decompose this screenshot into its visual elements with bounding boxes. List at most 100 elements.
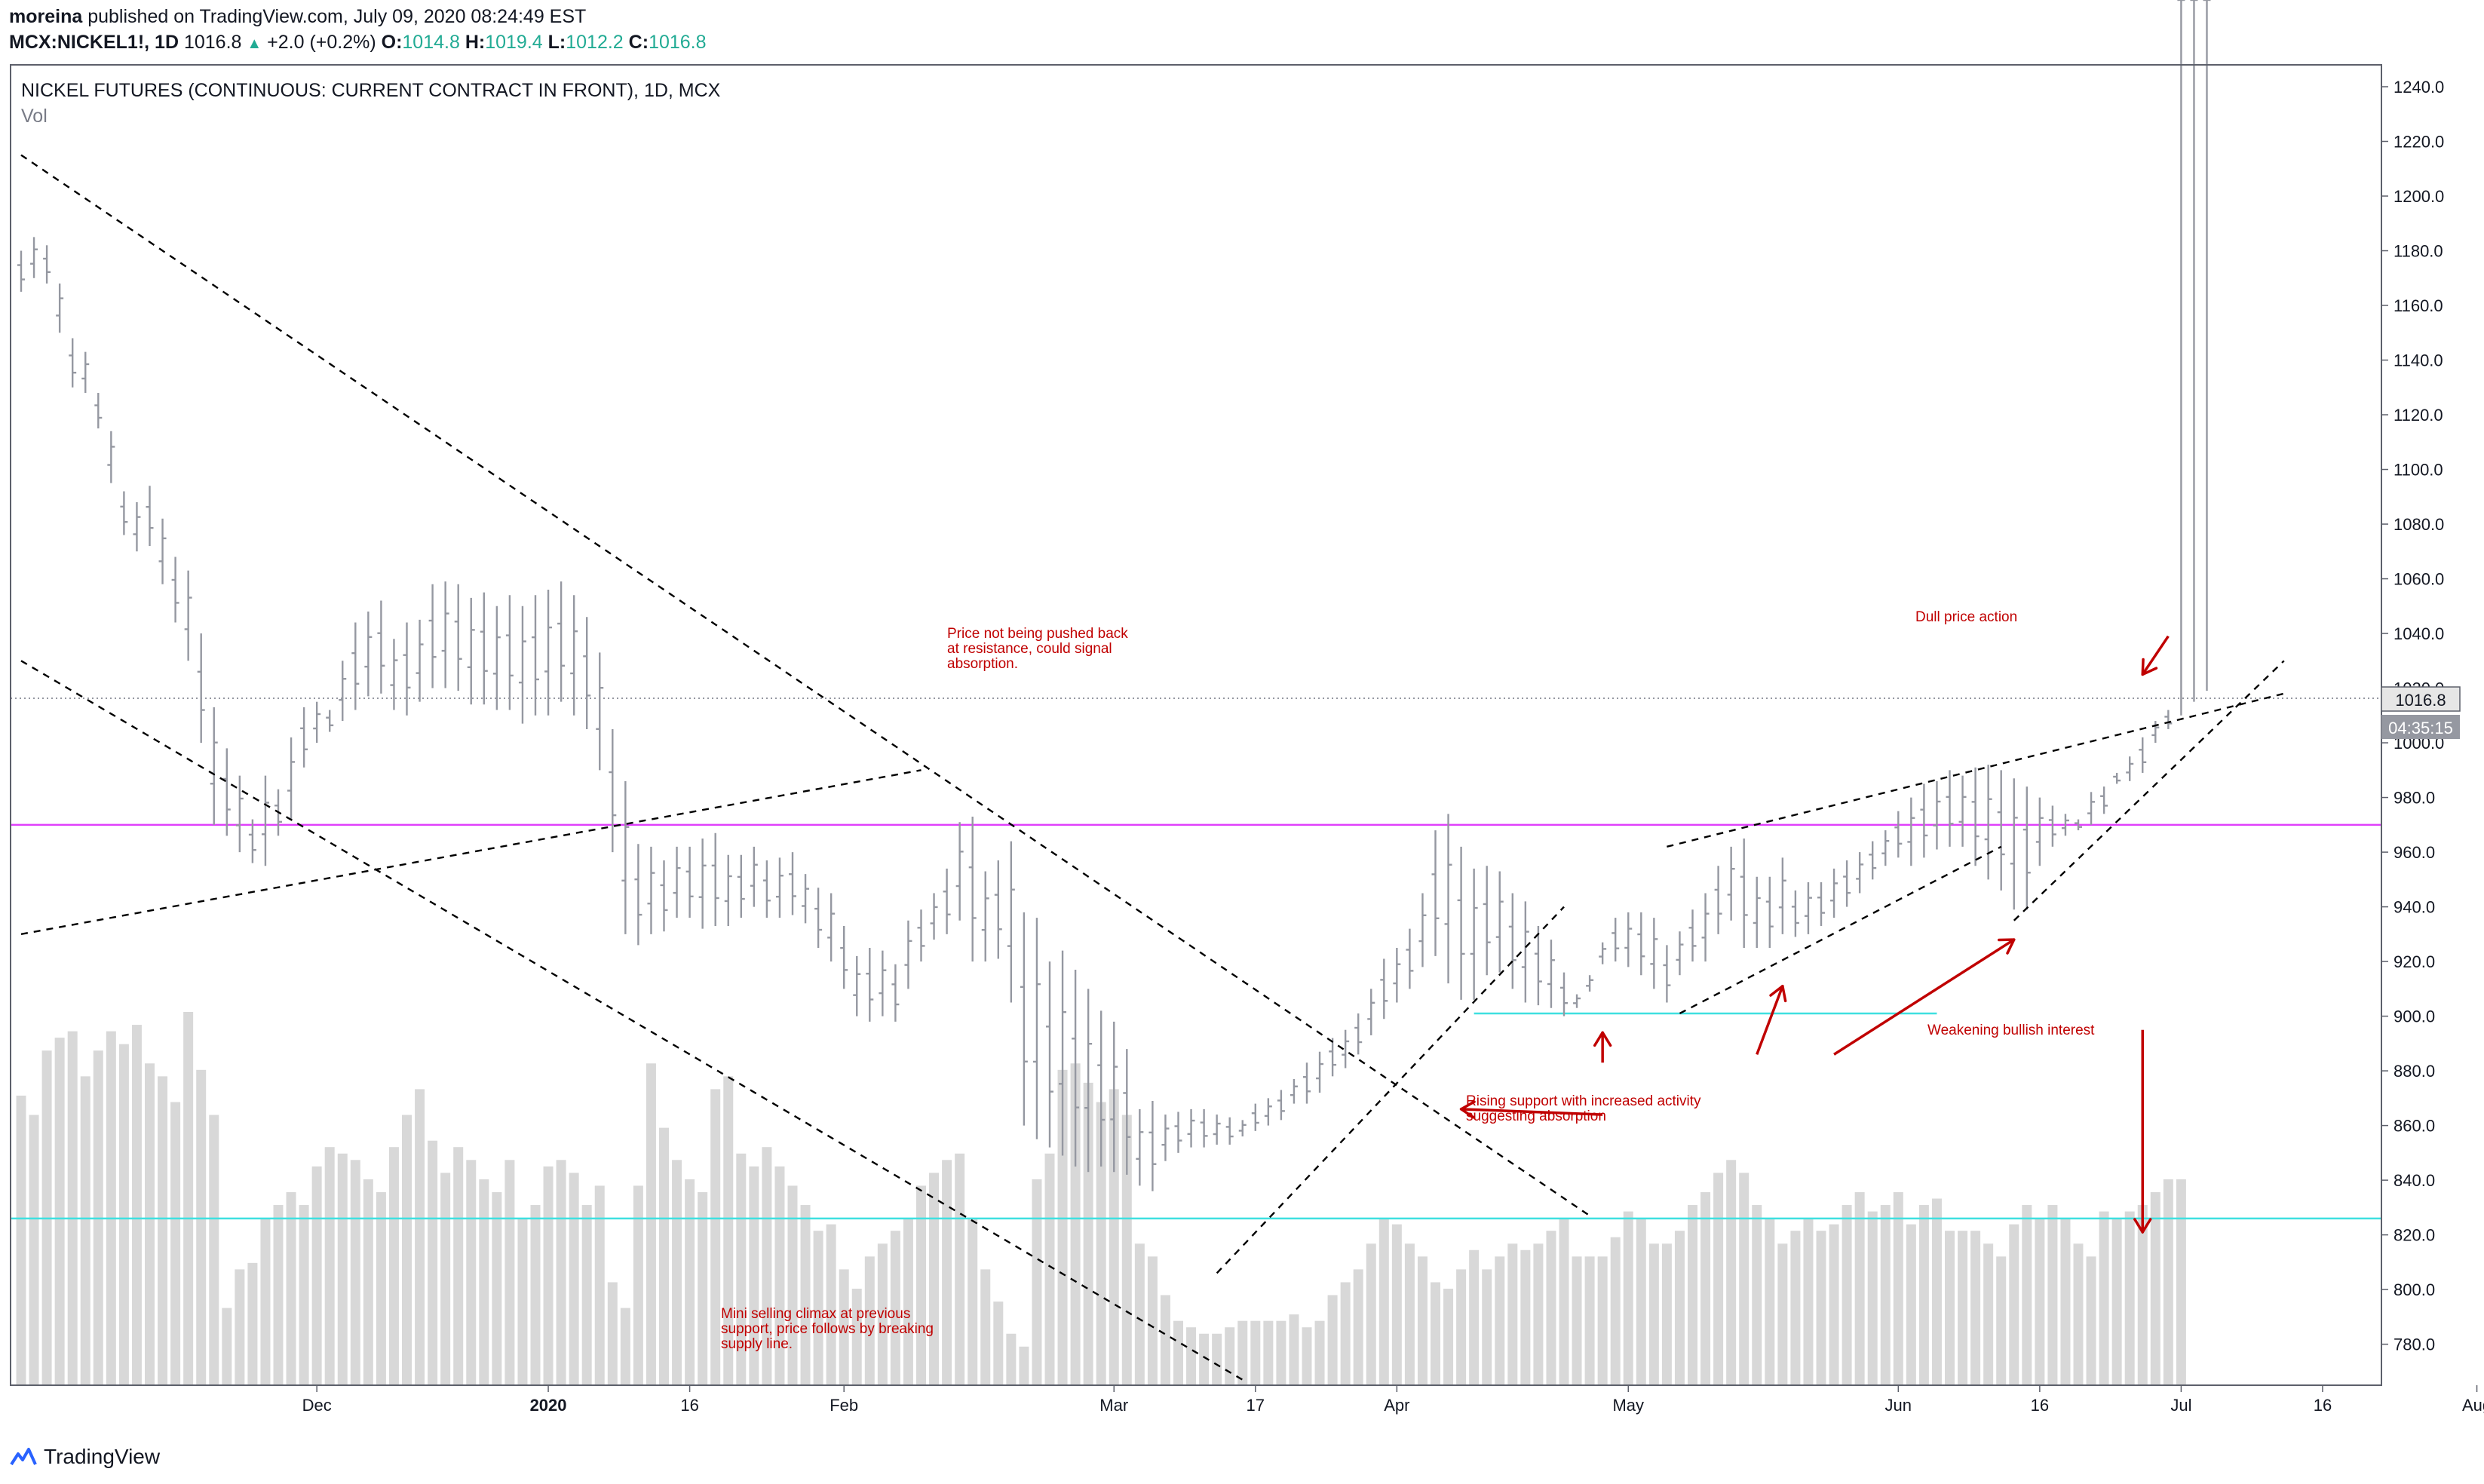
price-change: +2.0 (+0.2%) bbox=[267, 32, 376, 53]
mid-trend-line[interactable] bbox=[1679, 845, 2002, 1015]
symbol-label[interactable]: MCX:NICKEL1!, 1D bbox=[9, 32, 179, 53]
ohlc-bar bbox=[1599, 942, 1607, 964]
ohlc-bar bbox=[1444, 814, 1452, 984]
arrow-up-3[interactable] bbox=[1833, 938, 2016, 1056]
price-tick-label: 1200.0 bbox=[2394, 187, 2444, 206]
ohlc-bar bbox=[1753, 876, 1761, 948]
ohlc-bar bbox=[1958, 775, 1967, 847]
ohlc-bar bbox=[287, 737, 296, 820]
price-tick-label: 840.0 bbox=[2394, 1171, 2435, 1190]
upper-trend-line[interactable] bbox=[1667, 692, 2285, 848]
ohlc-bar bbox=[840, 925, 848, 989]
ohlc-bar bbox=[904, 920, 912, 989]
arrow-up-2[interactable] bbox=[1756, 984, 1787, 1055]
ohlc-bar bbox=[1881, 830, 1890, 866]
ohlc-bar bbox=[1406, 928, 1414, 989]
lower-channel-line[interactable] bbox=[20, 660, 1244, 1381]
ohlc-bar bbox=[120, 491, 128, 535]
arrow-left[interactable] bbox=[1459, 1100, 1603, 1119]
chart-header: moreina published on TradingView.com, Ju… bbox=[0, 0, 2484, 65]
arrow-dull[interactable] bbox=[2141, 635, 2170, 676]
volume-bar bbox=[2124, 1211, 2135, 1385]
price-tick-label: 1240.0 bbox=[2394, 78, 2444, 97]
ohlc-bar bbox=[1277, 1090, 1285, 1121]
arrow-weakening[interactable] bbox=[2133, 1029, 2152, 1234]
ohlc-bar bbox=[1072, 969, 1080, 1167]
author-name[interactable]: moreina bbox=[9, 6, 83, 27]
ohlc-bar bbox=[1316, 1051, 1324, 1093]
price-tick-label: 860.0 bbox=[2394, 1117, 2435, 1136]
volume-bar bbox=[1996, 1256, 2007, 1385]
volume-bar bbox=[826, 1224, 836, 1385]
volume-bar bbox=[311, 1166, 322, 1385]
volume-bar bbox=[1495, 1256, 1505, 1385]
volume-bar bbox=[131, 1025, 142, 1385]
price-tick-label: 1080.0 bbox=[2394, 515, 2444, 534]
change-up-icon: ▲ bbox=[247, 35, 262, 52]
ohlc-bar bbox=[647, 846, 655, 934]
volume-bar bbox=[1096, 1102, 1106, 1385]
volume-bar bbox=[1314, 1320, 1325, 1385]
arrow-up-1[interactable] bbox=[1593, 1031, 1612, 1063]
volume-bar bbox=[1456, 1269, 1467, 1385]
volume-bar bbox=[1147, 1256, 1158, 1385]
last-price: 1016.8 bbox=[183, 32, 242, 53]
ohlc-bar bbox=[583, 617, 591, 729]
annotation-arrows[interactable] bbox=[1459, 635, 2170, 1234]
ohlc-bar bbox=[775, 857, 784, 918]
ohlc-bar bbox=[879, 950, 887, 1016]
time-tick-label: Aug bbox=[2462, 1396, 2484, 1415]
rising-support-line[interactable] bbox=[20, 769, 922, 936]
ohlc-bar bbox=[994, 860, 1002, 959]
footer-brand[interactable]: TradingView bbox=[9, 1442, 160, 1472]
ohlc-bar bbox=[737, 854, 745, 918]
ohlc-bar bbox=[1290, 1078, 1298, 1104]
ohlc-bar bbox=[1688, 909, 1697, 962]
ohlc-bar bbox=[390, 639, 398, 710]
ohlc-bar bbox=[43, 245, 51, 284]
volume-bar bbox=[1713, 1173, 1724, 1385]
supply-line[interactable] bbox=[20, 154, 1590, 1217]
ohlc-bar bbox=[1470, 868, 1478, 1000]
time-axis[interactable]: Dec202016FebMar17AprMayJun16Jul16AugSe bbox=[302, 1385, 2484, 1415]
ohlc-bar bbox=[1997, 770, 2005, 891]
volume-bar bbox=[749, 1166, 759, 1385]
ohlc-bar bbox=[1393, 947, 1401, 1003]
volume-bar bbox=[787, 1185, 798, 1385]
volume-bar bbox=[556, 1160, 566, 1385]
volume-bar bbox=[1353, 1269, 1363, 1385]
volume-bar bbox=[415, 1089, 425, 1385]
volume-bar bbox=[877, 1243, 888, 1385]
ohlc-bar bbox=[1521, 901, 1529, 1003]
time-tick-label: Jul bbox=[2170, 1396, 2191, 1415]
ohlc-bar bbox=[505, 595, 514, 710]
ohlc-bar bbox=[1804, 882, 1812, 934]
volume-bar bbox=[993, 1302, 1004, 1385]
volume-bar bbox=[1559, 1218, 1569, 1385]
ohlc-bar bbox=[1251, 1103, 1259, 1131]
open-value: 1014.8 bbox=[402, 32, 460, 53]
dull-note: Dull price action bbox=[1915, 609, 2017, 625]
ohlc-bar bbox=[724, 854, 732, 926]
legend-vol[interactable]: Vol bbox=[21, 106, 48, 127]
trend-lines[interactable] bbox=[20, 154, 2285, 1381]
ohlc-bar bbox=[532, 595, 539, 716]
ohlc-bar bbox=[955, 822, 964, 921]
volume-bar bbox=[479, 1179, 489, 1385]
volume-bar bbox=[2022, 1205, 2032, 1385]
ohlc-bar bbox=[1830, 868, 1838, 918]
volume-bar bbox=[620, 1308, 630, 1385]
volume-bar bbox=[1302, 1327, 1312, 1385]
rising-note-line1: Rising support with increased activity bbox=[1466, 1093, 1701, 1109]
steep-support-line[interactable] bbox=[2013, 660, 2285, 921]
volume-bar bbox=[1739, 1173, 1750, 1385]
tradingview-logo-icon bbox=[10, 1448, 37, 1466]
volume-bar bbox=[1648, 1243, 1659, 1385]
ohlc-bar bbox=[107, 431, 115, 483]
ohlc-bar bbox=[428, 584, 437, 688]
horizontal-levels bbox=[11, 823, 2381, 1220]
ohlc-bar bbox=[1213, 1115, 1221, 1145]
time-tick-label: Mar bbox=[1099, 1396, 1128, 1415]
volume-bar bbox=[685, 1179, 695, 1385]
